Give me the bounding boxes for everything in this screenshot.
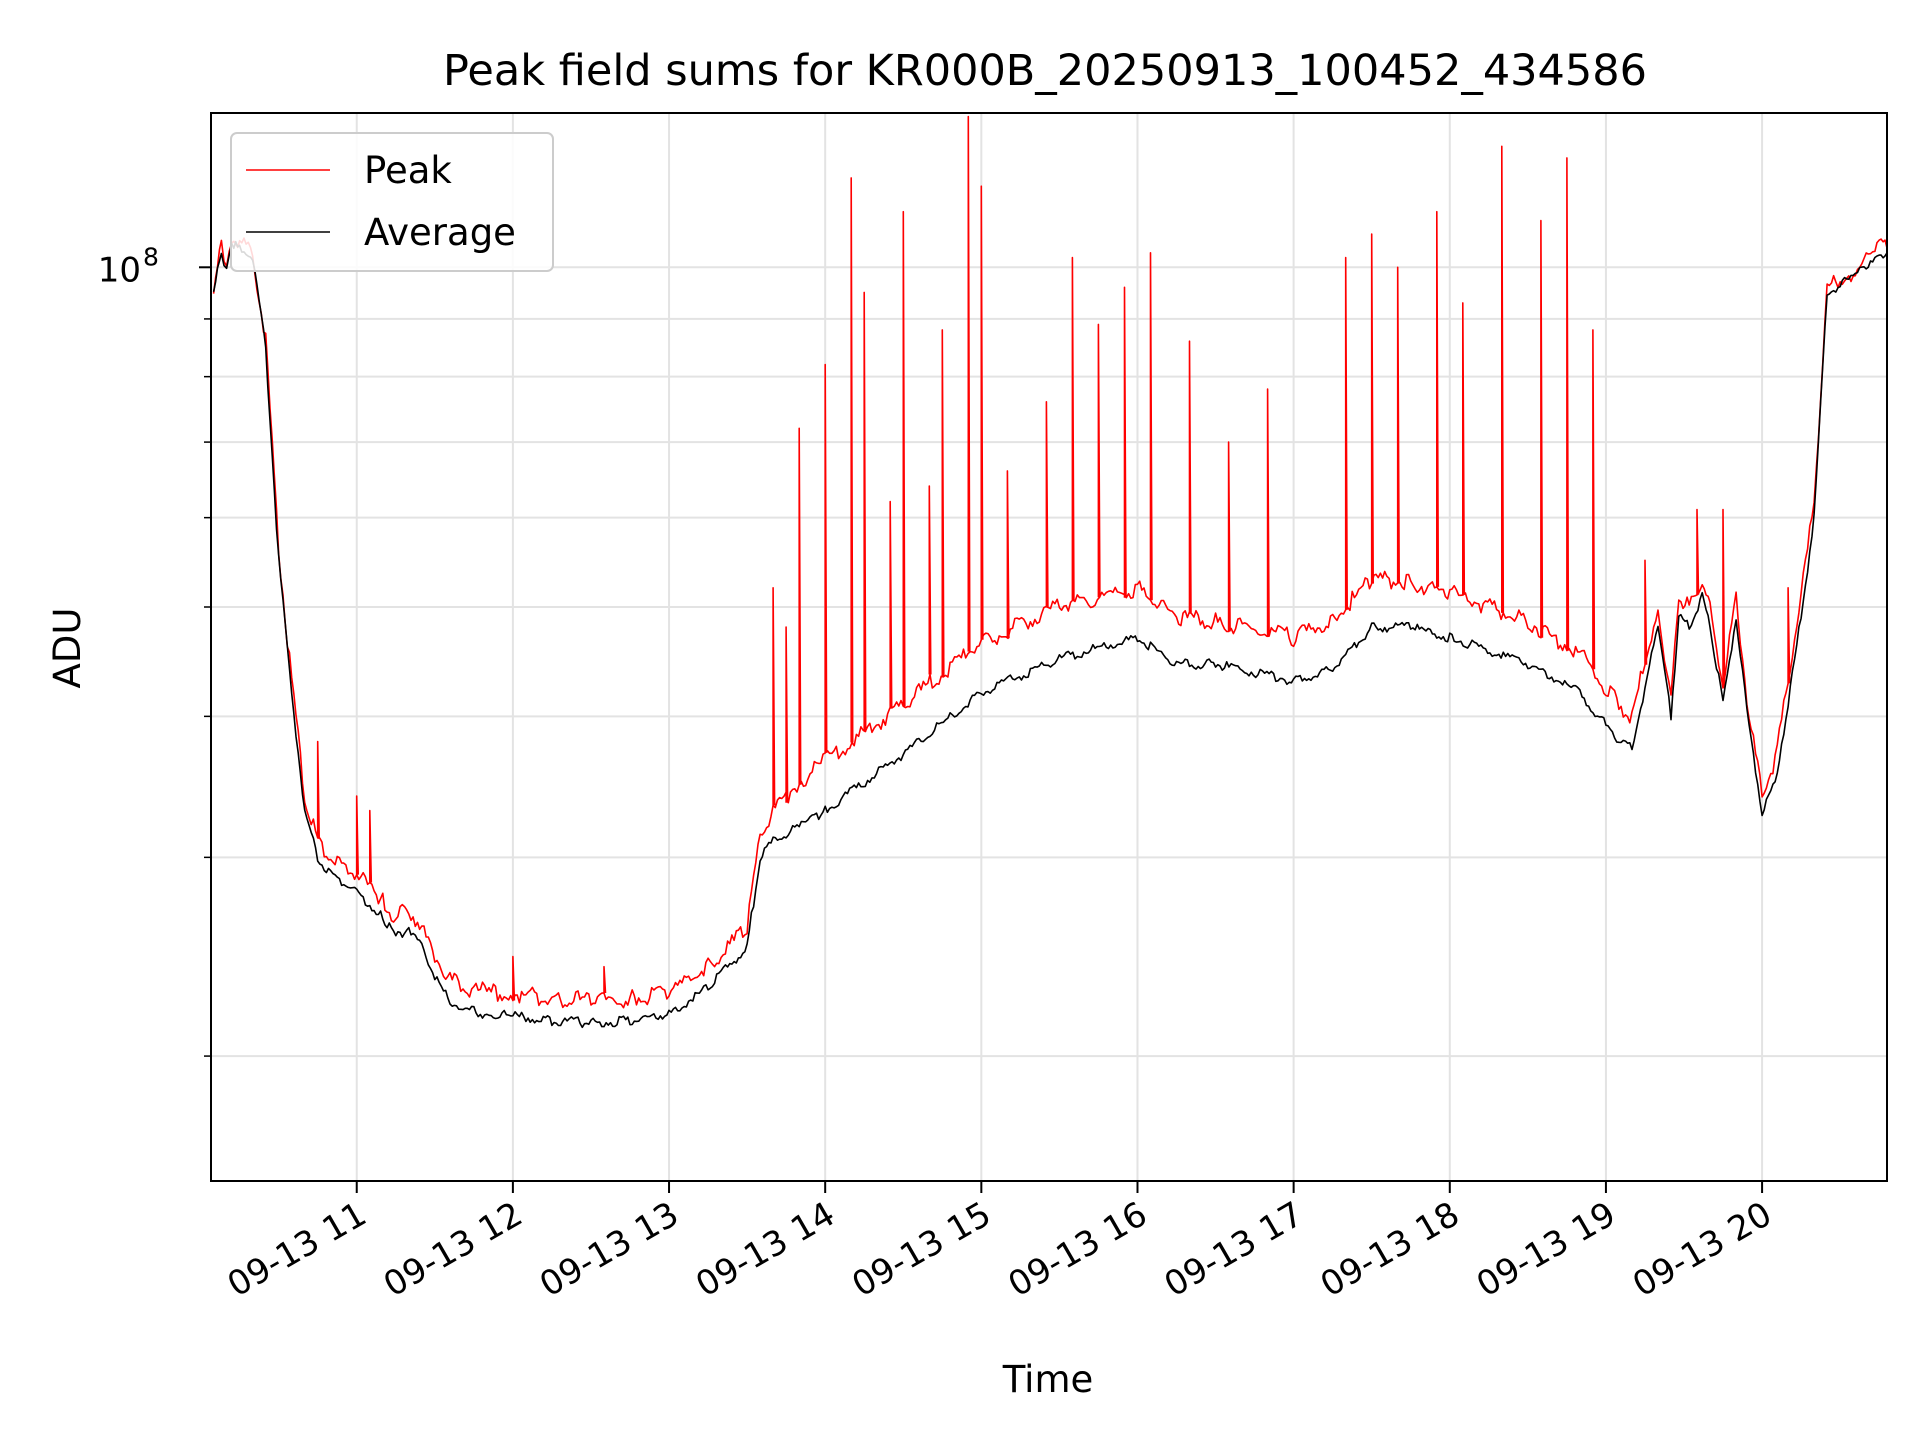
series-group [212,115,1888,1029]
y-tick-label: 10 [98,250,141,290]
x-axis-label: Time [1002,1358,1094,1401]
chart-title: Peak field sums for KR000B_20250913_1004… [443,46,1647,96]
series-line-peak [212,115,1888,1009]
legend: Peak Average [230,132,554,272]
y-axis: 10 8 [98,242,211,1057]
y-axis-label: ADU [46,608,89,689]
legend-label-peak: Peak [364,149,452,192]
legend-box [230,132,554,272]
series-line-average [212,240,1888,1029]
y-tick-label-exponent: 8 [143,242,159,271]
plot-frame [210,112,1888,1182]
legend-label-average: Average [364,211,516,254]
